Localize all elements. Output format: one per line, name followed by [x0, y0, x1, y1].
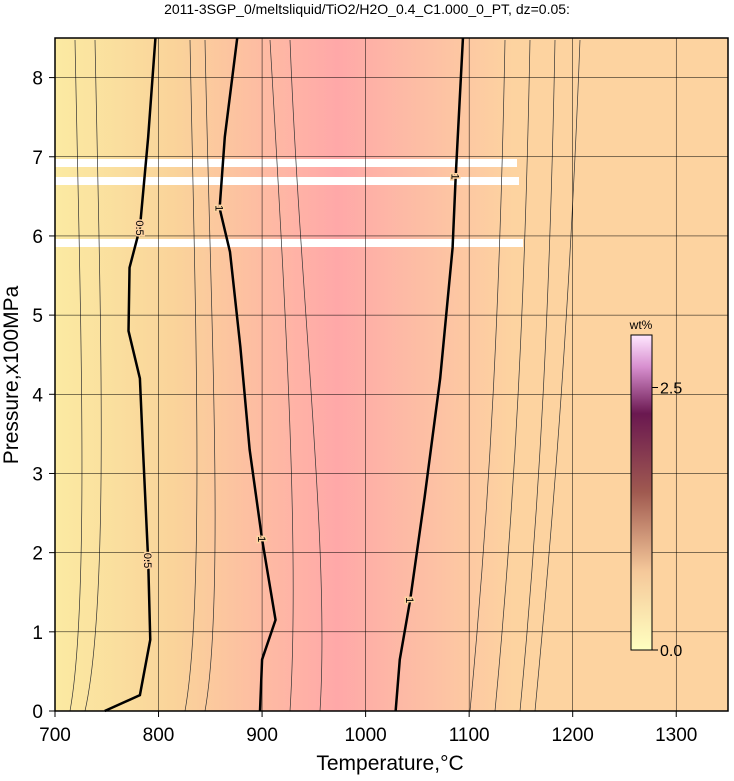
y-tick-label: 6	[32, 227, 43, 248]
y-tick-label: 5	[32, 306, 43, 327]
contour-line	[218, 37, 277, 712]
contour-label: 1	[255, 536, 267, 542]
colorbar	[630, 334, 653, 651]
contour-label: 1	[403, 597, 415, 603]
data-gaps	[55, 159, 523, 247]
x-tick-label: 1300	[655, 725, 697, 746]
colorbar-tick-label: 2.5	[660, 381, 682, 398]
contour-line	[394, 37, 465, 712]
x-axis-label: Temperature,°C	[316, 752, 463, 775]
contour-label: 1	[213, 205, 225, 211]
x-tick-label: 700	[39, 725, 71, 746]
x-tick-label: 1100	[449, 725, 490, 746]
y-tick-label: 1	[32, 623, 43, 644]
contour-label: 0.5	[141, 553, 153, 568]
contours: 0.5 0.5 1 1 1 1	[104, 37, 465, 713]
contour-label: 1	[449, 173, 461, 179]
colorbar-label: wt%	[629, 318, 653, 332]
x-tick-label: 1200	[552, 725, 594, 746]
plot-frame	[54, 37, 729, 712]
y-tick-label: 7	[32, 148, 43, 169]
contour-line	[104, 37, 157, 713]
contour-label: 0.5	[133, 220, 145, 235]
colorbar-tick-label: 0.0	[660, 643, 682, 660]
x-tick-label: 900	[246, 725, 278, 746]
chart-title: 2011-3SGP_0/meltsliquid/TiO2/H2O_0.4_C1.…	[164, 1, 570, 17]
y-axis-label: Pressure,x100MPa	[0, 285, 23, 464]
minor-contours	[69, 39, 581, 712]
x-tick-label: 1000	[344, 725, 386, 746]
y-tick-label: 2	[32, 544, 43, 565]
y-tick-label: 3	[32, 464, 43, 485]
y-tick-label: 4	[32, 385, 43, 406]
y-tick-label: 0	[32, 702, 43, 723]
field	[55, 38, 728, 711]
x-tick-label: 800	[143, 725, 175, 746]
y-tick-label: 8	[32, 69, 43, 90]
